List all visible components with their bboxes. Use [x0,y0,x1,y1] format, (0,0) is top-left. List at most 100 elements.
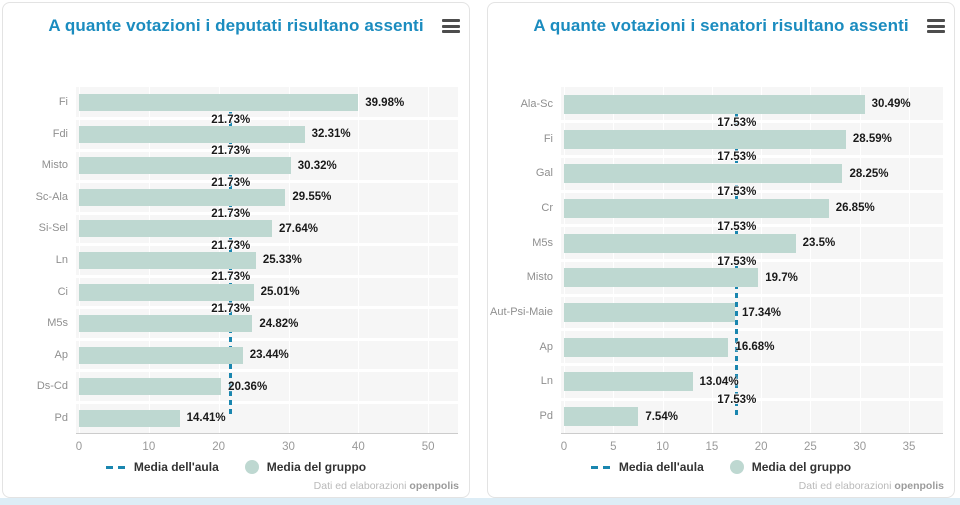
senators-chart-card: A quante votazioni i senatori risultano … [487,2,955,498]
circle-marker-icon [729,460,744,474]
mean-value-label: 21.73% [211,302,251,315]
bar-Ci[interactable] [79,283,254,301]
chart-legend: Media dell'aula Media del gruppo [488,460,954,474]
bar-Ln[interactable] [79,252,256,269]
charts-container: A quante votazioni i deputati risultano … [2,2,955,498]
row-separator [561,224,943,228]
x-axis-tick-label: 30 [853,441,867,453]
legend-label-media-aula: Media dell'aula [133,460,219,474]
bar-value-label: 39.98% [365,96,405,109]
legend-label-media-aula: Media dell'aula [618,460,704,474]
x-axis-tick-label: 0 [75,441,83,453]
bar-Misto[interactable] [79,157,291,175]
bar-Misto[interactable] [564,268,759,288]
category-label-Misto: Misto [41,159,68,172]
bar-Gal[interactable] [564,164,843,184]
row-separator [561,189,943,193]
category-label-Ap: Ap [539,340,553,353]
x-axis-tick-label: 50 [421,441,435,453]
hamburger-menu-icon[interactable] [927,19,945,33]
category-label-Misto: Misto [526,271,553,284]
bar-Pd[interactable] [564,407,639,427]
legend-label-media-gruppo: Media del gruppo [751,460,852,474]
bar-value-label: 30.32% [297,159,337,172]
row-separator [561,328,943,332]
legend-item-media-gruppo[interactable]: Media del gruppo [729,460,852,474]
row-separator [76,400,458,404]
menu-bar [442,30,460,33]
openpolis-link[interactable]: openpolis [894,480,944,492]
mean-value-label: 21.73% [211,239,251,252]
bar-Pd[interactable] [79,409,180,427]
plot-area-senators: 30.49% 28.59% 28.25% 26.85% 23.5% 19.7% 17.34%… [561,87,943,434]
legend-item-media-aula[interactable]: Media dell'aula [590,460,704,474]
row-separator [76,274,458,278]
bar-value-label: 20.36% [228,380,268,393]
bar-value-label: 13.04% [699,375,739,388]
bar-value-label: 28.25% [849,167,889,180]
bar-Ds-Cd[interactable] [79,378,222,396]
bar-Fi[interactable] [79,94,359,112]
bar-Ala-Sc[interactable] [564,94,865,114]
page-background-strip [0,498,960,505]
legend-item-media-aula[interactable]: Media dell'aula [105,460,219,474]
bar-Fi[interactable] [564,129,846,149]
menu-bar [927,30,945,33]
bar-Fdi[interactable] [79,125,305,143]
bar-value-label: 7.54% [645,410,678,423]
bar-M5s[interactable] [564,233,796,253]
x-axis-tick-label: 30 [282,441,295,453]
bar-value-label: 27.64% [279,222,319,235]
bar-Sc-Ala[interactable] [79,188,286,206]
mean-line [735,104,739,417]
category-label-Sc-Ala: Sc-Ala [35,190,68,203]
category-label-Fi: Fi [58,96,68,109]
bar-M5s[interactable] [79,315,253,333]
row-separator [561,120,943,124]
gridline-vertical [428,87,430,433]
category-label-Cr: Cr [541,201,553,214]
row-separator [561,293,943,297]
category-label-M5s: M5s [532,236,553,249]
row-separator [561,154,943,158]
deputies-chart-card: A quante votazioni i deputati risultano … [2,2,470,498]
bar-Ap[interactable] [79,346,243,364]
bar-Aut-Psi-Maie[interactable] [564,303,735,323]
chart-title-deputies: A quante votazioni i deputati risultano … [48,16,424,35]
bar-value-label: 19.7% [765,271,798,284]
bar-Ln[interactable] [564,372,693,392]
hamburger-menu-icon[interactable] [442,19,460,33]
x-axis-tick-label: 15 [705,441,719,453]
mean-value-label: 17.53% [717,220,757,233]
row-separator [76,117,458,121]
x-axis-tick-label: 20 [754,441,768,453]
mean-value-label: 21.73% [211,208,251,221]
category-label-Ap: Ap [54,348,68,361]
dashed-line-icon [105,465,126,469]
credit-prefix: Dati ed elaborazioni [798,480,892,492]
bar-Cr[interactable] [564,198,829,218]
category-label-Pd: Pd [54,411,68,424]
bar-Si-Sel[interactable] [79,220,273,238]
row-separator [76,369,458,373]
category-label-Ln: Ln [55,253,68,266]
menu-bar [927,24,945,28]
category-label-Ala-Sc: Ala-Sc [520,97,553,110]
category-label-Aut-Psi-Maie: Aut-Psi-Maie [490,306,553,319]
credit-line: Dati ed elaborazioni openpolis [799,480,944,492]
x-axis-tick-label: 0 [560,441,568,453]
bar-value-label: 17.34% [741,306,781,319]
x-axis-tick-label: 5 [610,441,617,453]
category-label-Gal: Gal [535,167,553,180]
bar-value-label: 32.31% [311,128,351,141]
x-axis-tick-label: 20 [212,441,226,453]
menu-bar [927,19,945,22]
circle-marker-icon [244,460,259,474]
category-label-Fi: Fi [543,132,553,145]
legend-item-media-gruppo[interactable]: Media del gruppo [244,460,366,474]
openpolis-link[interactable]: openpolis [409,480,459,492]
gridline-vertical [288,87,290,433]
bar-value-label: 23.44% [249,349,289,362]
bar-value-label: 25.33% [262,254,302,267]
bar-Ap[interactable] [564,337,729,357]
